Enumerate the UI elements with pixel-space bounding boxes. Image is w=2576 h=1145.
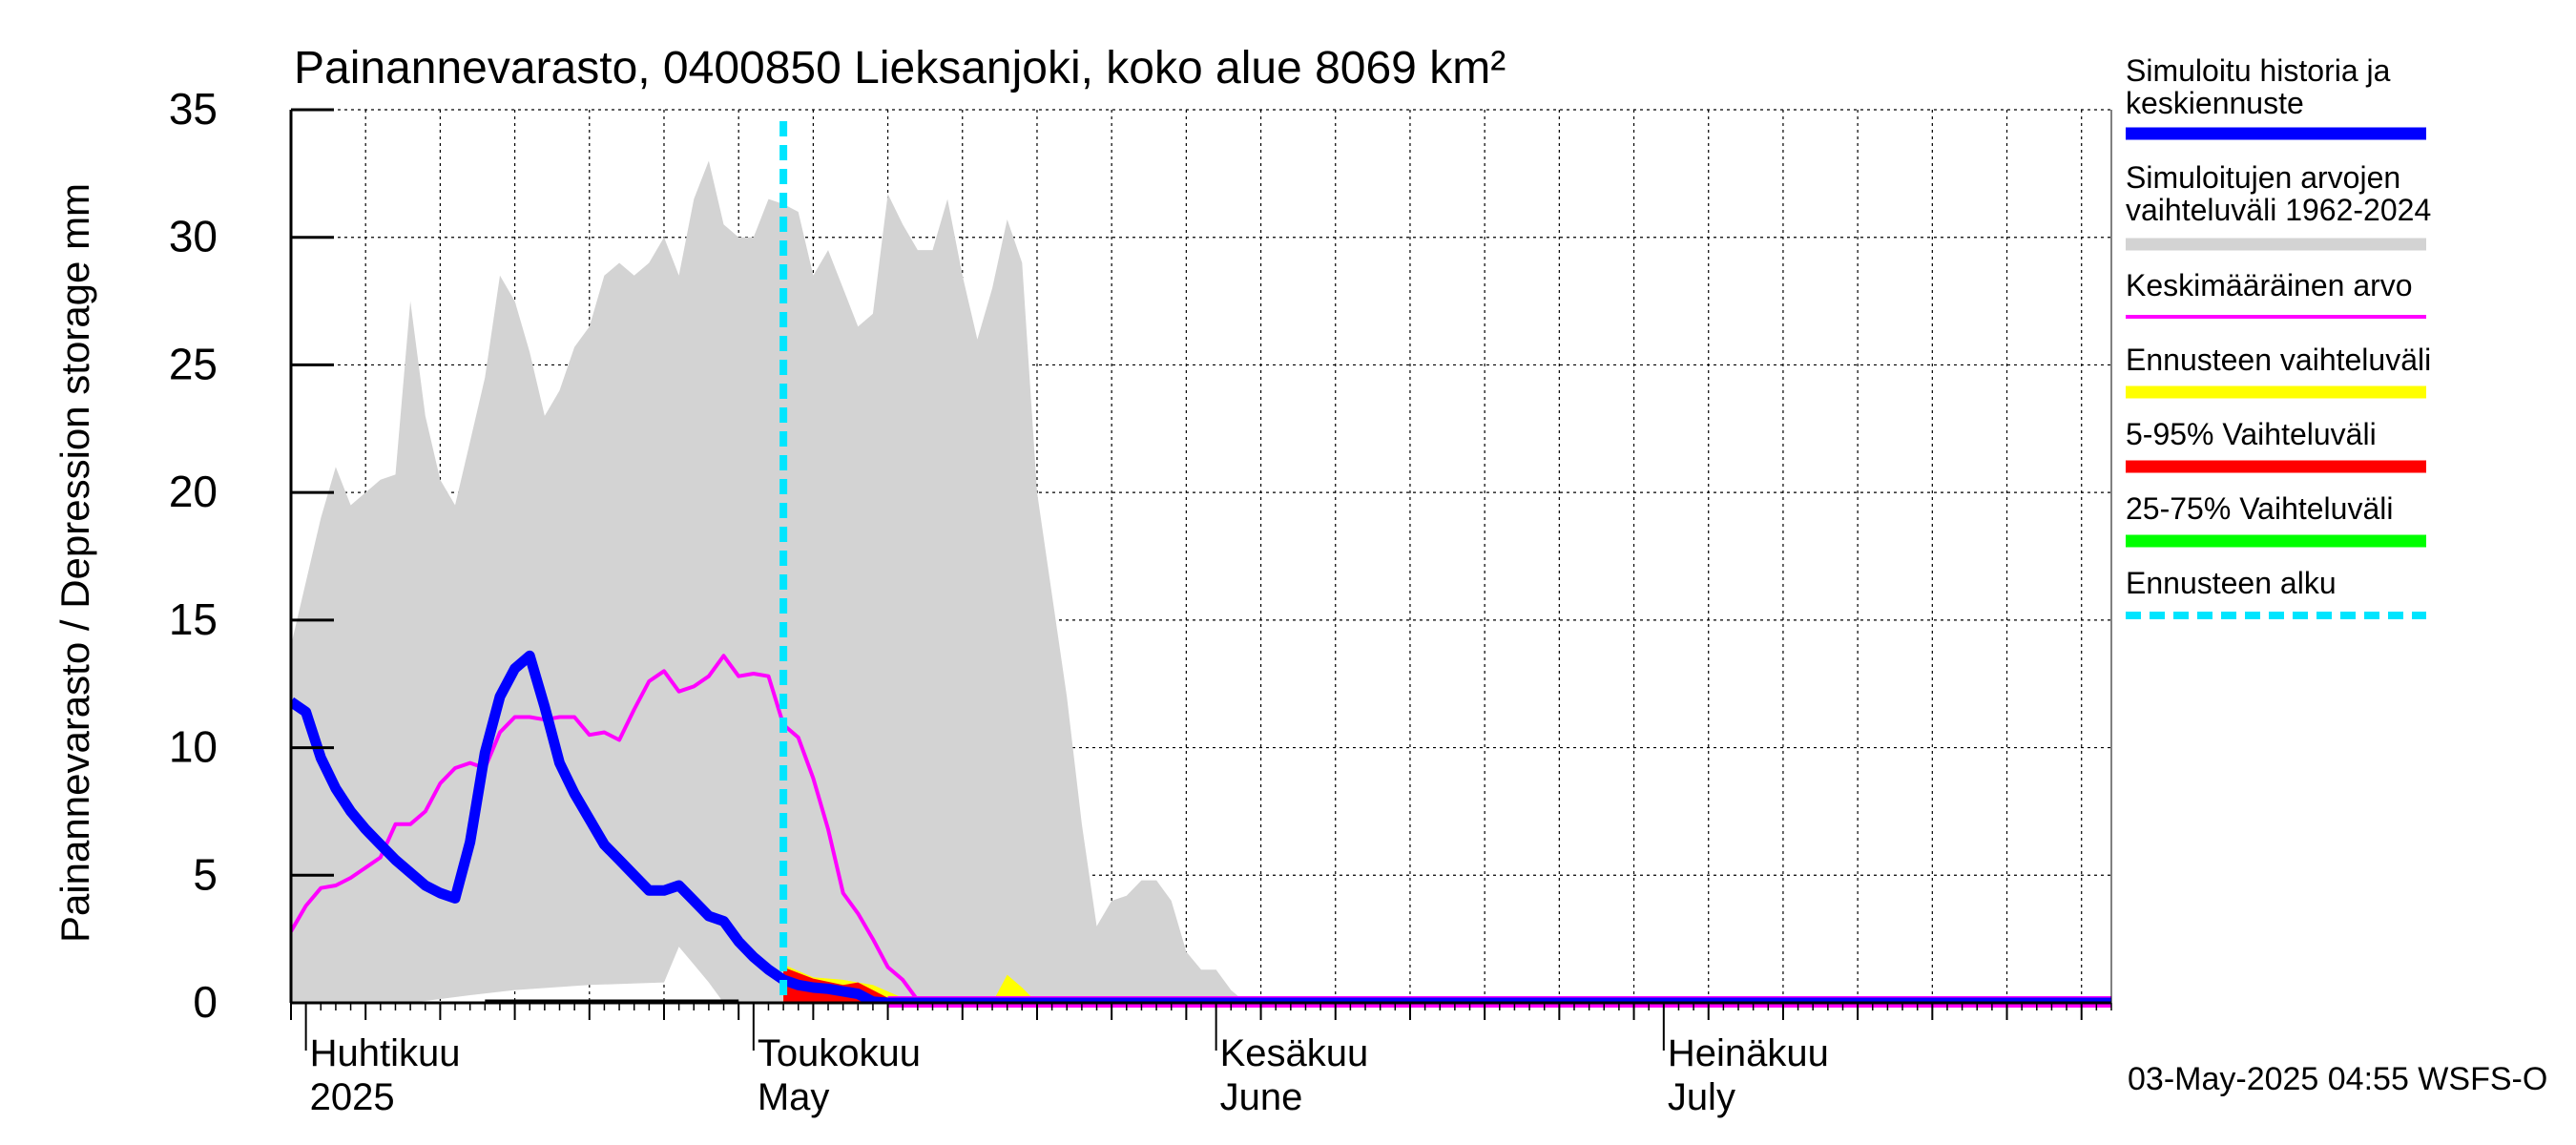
legend-label: Keskimääräinen arvo — [2126, 268, 2413, 302]
y-axis-label: Painannevarasto / Depression storage mm — [52, 183, 97, 943]
y-tick-label: 5 — [193, 849, 218, 899]
legend-label: Ennusteen vaihteluväli — [2126, 343, 2431, 377]
legend-label: Simuloitujen arvojen vaihteluväli 1962-20… — [2126, 160, 2431, 227]
legend-label: Ennusteen alku — [2126, 566, 2337, 600]
month-label: Toukokuu — [758, 1032, 921, 1074]
y-tick-label: 25 — [169, 339, 218, 388]
y-tick-label: 35 — [169, 84, 218, 134]
y-tick-label: 10 — [169, 722, 218, 772]
month-sublabel: May — [758, 1076, 830, 1118]
axes — [289, 110, 2112, 1020]
legend-label: 25-75% Vaihteluväli — [2126, 491, 2393, 526]
y-tick-label: 0 — [193, 977, 218, 1027]
legend-label: 5-95% Vaihteluväli — [2126, 417, 2377, 451]
simulated-history-line — [291, 650, 2111, 1003]
month-sublabel: July — [1668, 1076, 1735, 1118]
legend-label: Simuloitu historia ja keskiennuste — [2126, 53, 2391, 120]
y-tick-label: 30 — [169, 212, 218, 261]
range-bands — [291, 160, 2111, 1003]
month-label: Huhtikuu — [310, 1032, 461, 1074]
data-series — [291, 650, 2111, 1003]
month-sublabel: 2025 — [310, 1076, 395, 1118]
legend: Simuloitu historia ja keskiennuste Simuloi… — [2126, 53, 2431, 619]
month-sublabel: June — [1220, 1076, 1303, 1118]
month-label: Heinäkuu — [1668, 1032, 1829, 1074]
simulated-range-band — [291, 160, 2111, 1003]
y-tick-label: 20 — [169, 467, 218, 516]
mean-value-line — [291, 654, 2111, 1003]
month-label: Kesäkuu — [1220, 1032, 1369, 1074]
chart-title: Painannevarasto, 0400850 Lieksanjoki, ko… — [294, 43, 1506, 94]
footer-timestamp: 03-May-2025 04:55 WSFS-O — [2128, 1061, 2547, 1097]
y-tick-label: 15 — [169, 594, 218, 644]
y-axis-ticks: 0 5 10 15 20 25 30 35 — [169, 84, 334, 1027]
